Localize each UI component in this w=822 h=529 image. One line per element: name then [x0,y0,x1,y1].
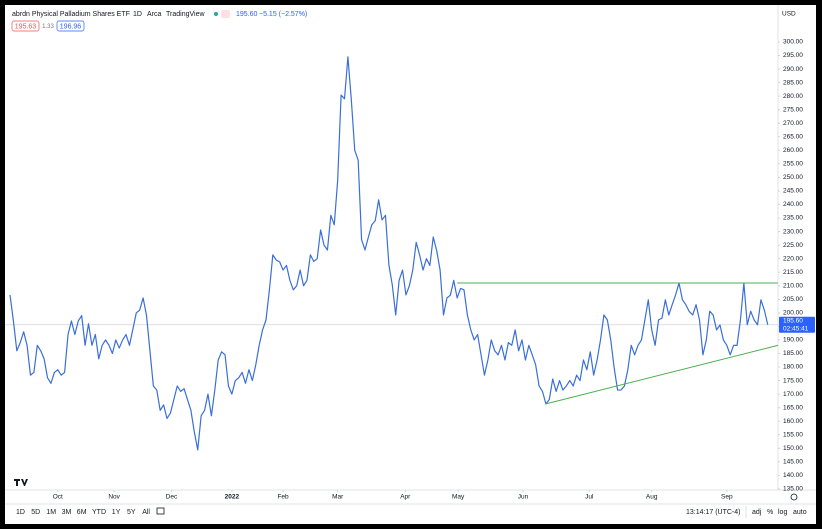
range-button[interactable]: 1M [46,509,56,516]
range-button[interactable]: 5D [31,509,40,516]
x-tick-label: Mar [332,494,344,501]
y-tick-label: 235.00 [783,215,803,222]
y-tick-label: 270.00 [783,120,803,127]
y-tick-label: 300.00 [783,39,803,46]
last-price-badge [779,316,815,333]
x-tick-label: Dec [166,494,178,501]
last-price-label: 195.60 [783,317,803,324]
y-tick-label: 295.00 [783,52,803,59]
y-tick-label: 175.00 [783,377,803,384]
x-tick-label: 2022 [225,494,240,501]
x-tick-label: Nov [108,494,120,501]
y-tick-label: 205.00 [783,296,803,303]
y-tick-label: 240.00 [783,201,803,208]
date-range-icon[interactable] [156,507,165,515]
range-button[interactable]: YTD [92,509,106,516]
price-line [9,56,769,451]
scale-options: adj% log auto [752,509,807,516]
y-tick-label: 255.00 [783,161,803,168]
y-tick-label: 160.00 [783,418,803,425]
y-tick-label: 185.00 [783,350,803,357]
x-tick-label: Aug [646,494,658,501]
y-tick-label: 170.00 [783,391,803,398]
range-button[interactable]: 1D [16,509,25,516]
y-tick-label: 215.00 [783,269,803,276]
y-tick-label: 225.00 [783,242,803,249]
y-tick-label: 150.00 [783,445,803,452]
y-tick-label: 180.00 [783,364,803,371]
clock: 13:14:17 (UTC-4) [686,509,740,516]
y-tick-label: 250.00 [783,174,803,181]
scale-option[interactable]: auto [793,509,807,516]
y-tick-label: 135.00 [783,486,803,493]
y-tick-label: 245.00 [783,188,803,195]
x-tick-label: Jul [585,494,594,501]
x-tick-label: Jun [518,494,529,501]
y-tick-label: 290.00 [783,66,803,73]
countdown-label: 02:45:41 [783,325,809,332]
y-tick-label: 165.00 [783,404,803,411]
range-button[interactable]: 6M [77,509,87,516]
source: TradingView [166,11,205,18]
range-button[interactable]: 5Y [127,509,136,516]
range-button[interactable]: 1Y [112,509,121,516]
range-buttons: 1D 5D 1M 3M 6M YTD 1Y 5Y All [16,509,150,516]
y-tick-label: 145.00 [783,459,803,466]
x-tick-label: May [452,494,465,501]
y-tick-label: 230.00 [783,228,803,235]
status-badge [221,10,230,18]
y-tick-label: 220.00 [783,255,803,262]
bid-box [11,20,40,32]
y-tick-label: 210.00 [783,282,803,289]
spread: 1.33 [42,24,54,30]
quote: 195.60 [236,11,258,18]
logo [14,479,28,486]
y-tick-label: 260.00 [783,147,803,154]
y-tick-label: 280.00 [783,93,803,100]
y-tick-label: 265.00 [783,133,803,140]
y-tick-label: 190.00 [783,337,803,344]
exchange: Arca [147,11,162,18]
currency: USD [782,11,796,18]
symbol-title: abrdn Physical Palladium Shares ETF [12,11,130,18]
x-tick-label: Oct [53,494,63,501]
ask: 196.96 [60,23,82,30]
quote-change: −5.15 (−2.57%) [259,11,307,18]
y-tick-label: 155.00 [783,431,803,438]
scale-option[interactable]: % [767,509,773,516]
status-dot [214,12,218,16]
x-tick-label: Apr [400,494,411,501]
interval: 1D [133,11,142,18]
panel [5,5,816,524]
y-tick-label: 140.00 [783,472,803,479]
range-button[interactable]: 3M [62,509,72,516]
settings-icon[interactable] [790,493,798,501]
y-tick-label: 275.00 [783,106,803,113]
trendline [545,344,779,405]
scale-option[interactable]: log [778,509,787,516]
range-button[interactable]: All [142,509,150,516]
y-tick-label: 200.00 [783,310,803,317]
x-tick-label: Feb [277,494,289,501]
x-tick-label: Sep [721,494,733,501]
ask-box [56,20,85,32]
y-tick-label: 285.00 [783,79,803,86]
bid: 195.63 [15,23,37,30]
scale-option[interactable]: adj [752,509,762,516]
